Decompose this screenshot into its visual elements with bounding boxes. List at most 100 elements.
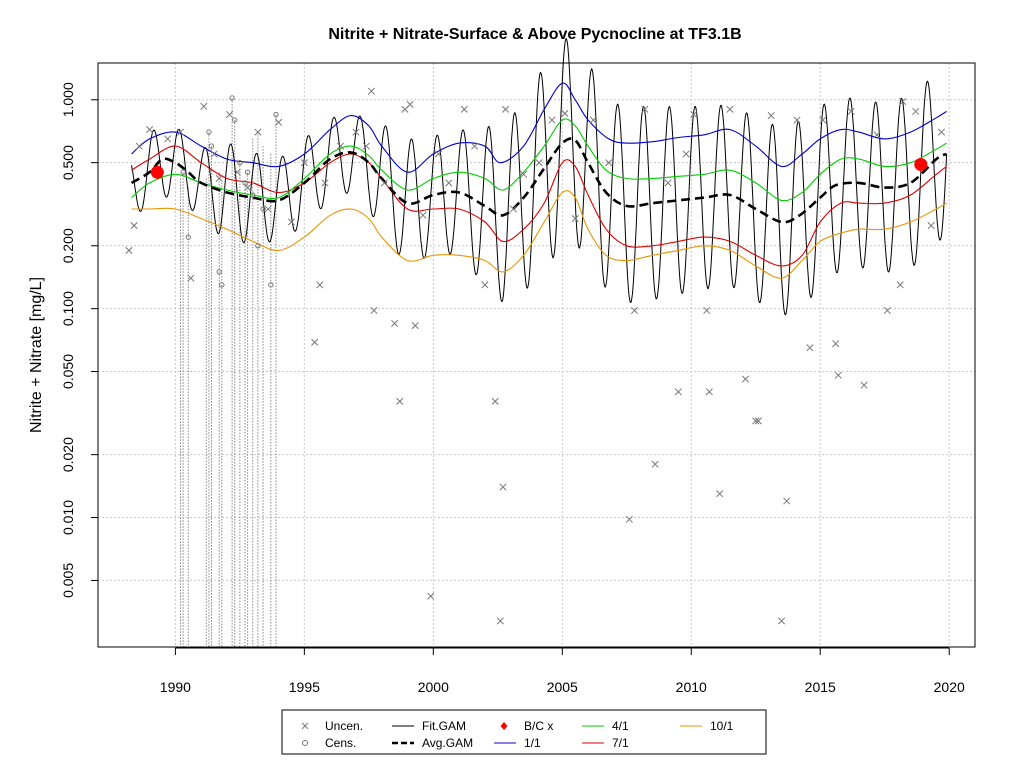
uncensored-point (605, 159, 613, 167)
plot-area-border (97, 62, 976, 648)
uncensored-point (535, 159, 543, 167)
uncensored-point (125, 246, 133, 254)
y-tick-label: 0.010 (60, 500, 76, 535)
uncensored-point (664, 179, 672, 187)
uncensored-point (275, 118, 283, 126)
uncensored-point (210, 150, 218, 158)
uncensored-point (912, 107, 920, 115)
series-layer (130, 82, 948, 279)
uncensored-point (571, 215, 579, 223)
censored-point (268, 282, 274, 288)
uncensored-point (561, 109, 569, 118)
uncensored-point (419, 211, 427, 219)
censored-point (206, 129, 212, 135)
censored-point (273, 111, 279, 118)
uncensored-point (200, 102, 208, 110)
axes-layer: 1990 1995 2000 2005 2010 2015 2020 0.005 0.010 0.… (60, 82, 965, 695)
uncensored-point (499, 483, 507, 491)
points-layer (125, 87, 946, 625)
uncensored-point (135, 142, 143, 150)
legend-entry: Fit.GAM (392, 719, 466, 733)
legend-marker-diamond (500, 722, 508, 730)
uncensored-point (264, 205, 272, 213)
fit-gam-layer (131, 38, 948, 316)
censored-point (185, 234, 191, 240)
uncensored-point (352, 128, 360, 136)
uncensored-point (834, 371, 842, 379)
bc-point (150, 165, 164, 179)
uncensored-point (396, 397, 404, 405)
uncensored-point (741, 375, 749, 383)
uncensored-point (336, 142, 345, 150)
censored-point (216, 269, 222, 275)
uncensored-point (380, 179, 388, 187)
uncensored-point (682, 150, 690, 158)
x-tick-label: 1990 (160, 679, 191, 695)
uncensored-point (370, 306, 378, 315)
legend-label: Avg.GAM (422, 736, 473, 750)
legend-marker-x (301, 722, 309, 730)
legend-label: 7/1 (612, 736, 629, 750)
censored-point (229, 95, 235, 101)
censored-point (260, 206, 266, 212)
uncensored-point (630, 306, 639, 315)
uncensored-point (548, 116, 556, 124)
uncensored-point (703, 306, 711, 315)
legend-entry: Uncen. (301, 719, 363, 733)
legend: Uncen. Cens. Fit.GAM Avg.GAM B/C x 1/1 4/1 7/1 1… (281, 709, 767, 755)
uncensored-point (311, 338, 319, 346)
uncensored-point (783, 497, 791, 505)
uncensored-point (316, 281, 324, 289)
uncensored-point (471, 142, 479, 150)
uncensored-point (705, 388, 713, 396)
censored-point (219, 282, 225, 288)
uncensored-point (481, 281, 489, 289)
uncensored-point (819, 116, 827, 124)
censored-point (180, 169, 186, 175)
censored-point (208, 143, 215, 149)
legend-box (281, 709, 767, 755)
uncensored-point (937, 128, 946, 136)
x-tick-label: 2015 (805, 679, 836, 695)
uncensored-point (509, 205, 517, 213)
uncensored-point (445, 179, 453, 187)
censored-point (242, 180, 248, 186)
uncensored-point (225, 110, 234, 119)
uncensored-point (896, 281, 904, 289)
uncensored-point (300, 159, 308, 167)
y-tick-label: 0.100 (60, 291, 76, 326)
uncensored-point (215, 174, 223, 183)
uncensored-point (164, 135, 172, 143)
series-line-avg-gam (130, 137, 948, 224)
uncensored-point (362, 142, 370, 150)
uncensored-point (520, 170, 528, 178)
legend-entry: B/C x (500, 719, 553, 733)
uncensored-point (793, 116, 801, 124)
legend-label: B/C x (524, 719, 553, 733)
uncensored-point (367, 87, 375, 95)
uncensored-point (716, 490, 724, 498)
uncensored-point (589, 116, 597, 124)
x-tick-label: 2000 (418, 679, 449, 695)
legend-entry: 10/1 (680, 719, 734, 733)
uncensored-point (690, 110, 698, 119)
x-tick-label: 2020 (934, 679, 965, 695)
uncensored-point (491, 397, 499, 405)
uncensored-point (501, 105, 510, 113)
uncensored-point (767, 112, 775, 120)
y-tick-label: 0.500 (60, 145, 76, 180)
uncensored-point (806, 344, 814, 352)
uncensored-point (233, 168, 241, 176)
uncensored-point (434, 150, 443, 158)
uncensored-point (460, 105, 468, 113)
uncensored-point (411, 322, 419, 330)
uncensored-point (927, 221, 935, 230)
censored-point (250, 192, 256, 198)
uncensored-point (832, 340, 840, 348)
y-tick-label: 0.200 (60, 228, 76, 263)
legend-label: 4/1 (612, 719, 629, 733)
uncensored-point (187, 274, 195, 282)
x-tick-label: 1995 (289, 679, 320, 695)
uncensored-point (752, 417, 760, 425)
